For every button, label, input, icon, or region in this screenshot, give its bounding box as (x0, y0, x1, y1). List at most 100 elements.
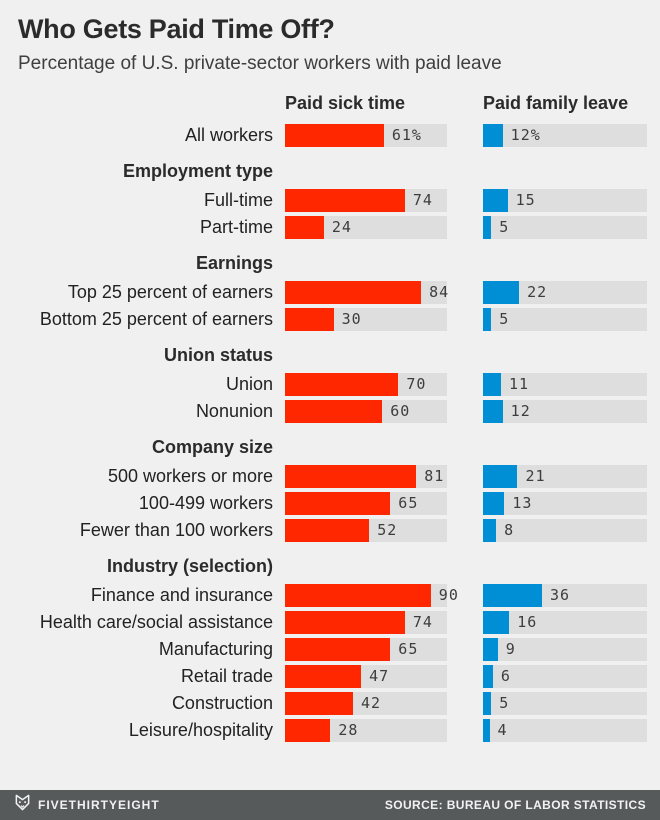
chart-row: Union 70 11 (0, 372, 660, 396)
sick-bar (285, 637, 391, 661)
sick-bar-track: 24 (285, 215, 447, 239)
group-header: Union status (163, 344, 273, 365)
row-label: Part-time (199, 216, 273, 237)
group-header: Earnings (195, 252, 273, 273)
sick-value-label: 70 (406, 375, 427, 394)
sick-bar (285, 399, 383, 423)
row-label: Manufacturing (158, 638, 273, 659)
family-value-label: 36 (550, 586, 571, 605)
family-bar (483, 518, 497, 542)
family-value-label: 9 (505, 640, 516, 659)
chart-row: Part-time 24 5 (0, 215, 660, 239)
group-header: Employment type (122, 160, 273, 181)
chart-group: Industry (selection) Finance and insuranc… (0, 556, 660, 742)
sick-bar (285, 280, 422, 304)
family-value-label: 12 (510, 402, 531, 421)
sick-bar-track: 52 (285, 518, 447, 542)
sick-value-label: 74 (412, 613, 433, 632)
family-value-label: 5 (499, 310, 510, 329)
family-bar (483, 280, 520, 304)
sick-bar-track: 30 (285, 307, 447, 331)
chart-row: Full-time 74 15 (0, 188, 660, 212)
family-value-label: 12% (510, 126, 541, 145)
row-label: Nonunion (195, 400, 273, 421)
sick-bar (285, 215, 324, 239)
paid-leave-chart: Paid sick time Paid family leave All wor… (0, 93, 660, 746)
chart-group: Employment type Full-time 74 15 Part-time 24 5 (0, 161, 660, 239)
sick-column-header: Paid sick time (285, 92, 406, 113)
family-bar (483, 188, 508, 212)
chart-row: Leisure/hospitality 28 4 (0, 718, 660, 742)
fivethirtyeight-fox-icon (14, 794, 31, 816)
family-bar (483, 610, 510, 634)
sick-bar-track: 60 (285, 399, 447, 423)
sick-bar (285, 718, 331, 742)
sick-value-label: 60 (390, 402, 411, 421)
chart-group: Earnings Top 25 percent of earners 84 22 Bot… (0, 253, 660, 331)
sick-value-label: 47 (369, 667, 390, 686)
sick-value-label: 30 (341, 310, 362, 329)
family-bar-track: 8 (483, 518, 647, 542)
chart-row: Fewer than 100 workers 52 8 (0, 518, 660, 542)
sick-bar-track: 70 (285, 372, 447, 396)
chart-body: All workers 61% 12% Employment type Full-tim… (0, 123, 660, 742)
family-bar (483, 583, 543, 607)
sick-bar (285, 491, 391, 515)
sick-bar-track: 90 (285, 583, 458, 607)
sick-bar-track: 28 (285, 718, 447, 742)
row-label: All workers (184, 124, 273, 145)
source-credit: SOURCE: BUREAU OF LABOR STATISTICS (384, 798, 646, 812)
sick-bar (285, 188, 405, 212)
chart-row: All workers 61% 12% (0, 123, 660, 147)
page-subtitle: Percentage of U.S. private-sector worker… (18, 52, 502, 74)
row-label: 100-499 workers (138, 492, 273, 513)
sick-bar (285, 691, 354, 715)
family-value-label: 22 (527, 283, 548, 302)
family-value-label: 15 (515, 191, 536, 210)
chart-row: Bottom 25 percent of earners 30 5 (0, 307, 660, 331)
family-bar-track: 5 (483, 215, 647, 239)
family-bar (483, 123, 503, 147)
family-bar-track: 21 (483, 464, 647, 488)
footer-bar: FIVETHIRTYEIGHT SOURCE: BUREAU OF LABOR … (0, 790, 660, 820)
family-bar (483, 691, 492, 715)
sick-bar (285, 372, 399, 396)
sick-bar (285, 583, 431, 607)
sick-bar-track: 47 (285, 664, 447, 688)
row-label: Bottom 25 percent of earners (39, 308, 273, 329)
sick-value-label: 65 (398, 494, 419, 513)
family-bar-track: 22 (483, 280, 647, 304)
row-label: Leisure/hospitality (128, 719, 273, 740)
row-label: Fewer than 100 workers (79, 519, 273, 540)
chart-row: Construction 42 5 (0, 691, 660, 715)
row-label: Construction (171, 692, 273, 713)
row-label: Retail trade (180, 665, 273, 686)
family-bar-track: 9 (483, 637, 647, 661)
family-bar-track: 36 (483, 583, 647, 607)
family-value-label: 6 (500, 667, 511, 686)
brand: FIVETHIRTYEIGHT (14, 794, 160, 816)
sick-bar (285, 464, 417, 488)
chart-header: Who Gets Paid Time Off? Percentage of U.… (0, 0, 660, 75)
chart-row: Health care/social assistance 74 16 (0, 610, 660, 634)
family-bar-track: 11 (483, 372, 647, 396)
row-label: Health care/social assistance (39, 611, 273, 632)
row-label: 500 workers or more (107, 465, 273, 486)
family-bar (483, 399, 503, 423)
family-value-label: 21 (525, 467, 546, 486)
sick-bar-track: 65 (285, 637, 447, 661)
family-value-label: 5 (499, 218, 510, 237)
family-bar-track: 5 (483, 691, 647, 715)
family-bar (483, 718, 490, 742)
chart-row: 500 workers or more 81 21 (0, 464, 660, 488)
family-bar-track: 4 (483, 718, 647, 742)
family-bar (483, 637, 498, 661)
sick-bar-track: 84 (285, 280, 448, 304)
chart-row: Finance and insurance 90 36 (0, 583, 660, 607)
sick-value-label: 65 (398, 640, 419, 659)
family-column-header: Paid family leave (483, 92, 629, 113)
family-bar-track: 13 (483, 491, 647, 515)
sick-value-label: 24 (331, 218, 352, 237)
family-bar (483, 307, 492, 331)
sick-bar (285, 518, 370, 542)
